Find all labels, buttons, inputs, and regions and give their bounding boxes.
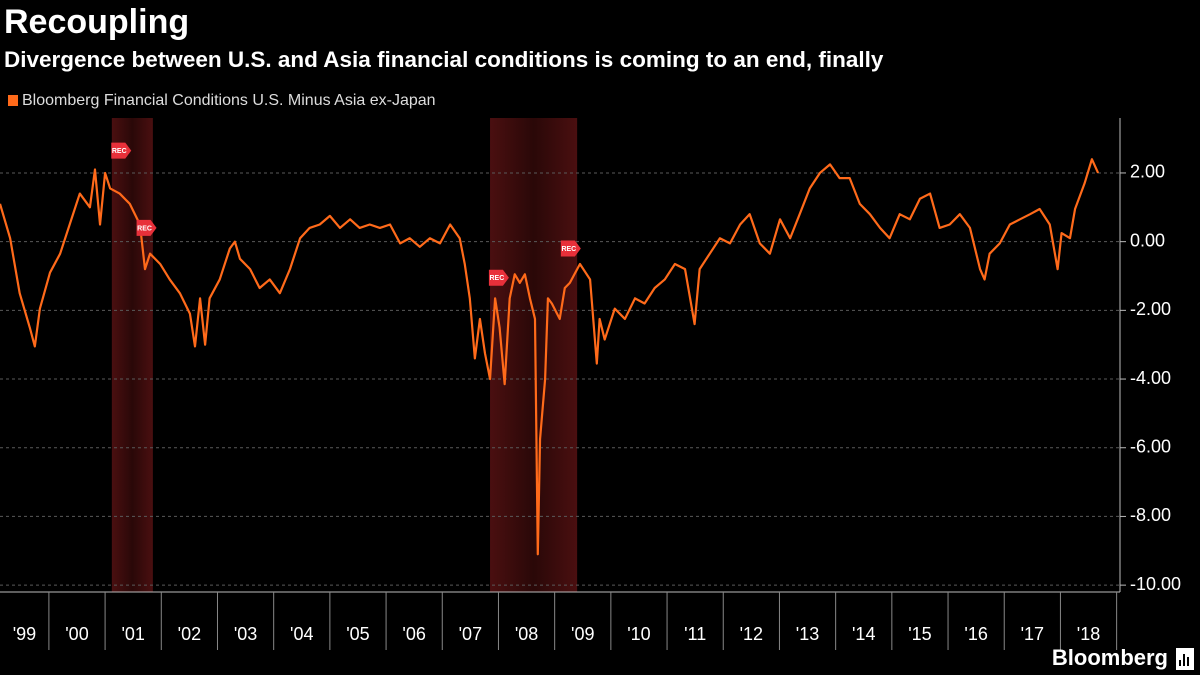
y-tick-label: -8.00 [1130,505,1171,525]
recession-band [111,118,153,592]
y-tick-label: -4.00 [1130,368,1171,388]
x-tick-label: '18 [1077,624,1100,644]
x-tick-label: '04 [290,624,313,644]
axis-layer: 2.00 0.00 -2.00 -4.00 -6.00 -8.00 -10.00 '99 '00… [0,118,1181,650]
logo-bars [1179,654,1189,666]
x-tick-label: '03 [234,624,257,644]
chart-subtitle: Divergence between U.S. and Asia financi… [4,47,884,72]
legend-swatch [8,95,18,106]
y-tick-label: -2.00 [1130,299,1171,319]
y-tick-label: 0.00 [1130,230,1165,250]
x-tick-label: '14 [852,624,875,644]
recession-layer [111,118,578,592]
annotation-label: REC [112,148,127,155]
annotation-marker [488,269,509,286]
recession-band [490,118,578,592]
x-tick-label: '12 [740,624,763,644]
source-logo: Bloomberg [1052,645,1168,670]
x-tick-label: '02 [178,624,201,644]
x-tick-label: '06 [402,624,425,644]
annotation-marker [111,142,132,159]
x-tick-label: '10 [627,624,650,644]
x-tick-label: '13 [796,624,819,644]
grid-layer [0,172,1120,586]
legend-label: Bloomberg Financial Conditions U.S. Minu… [22,92,436,109]
x-tick-label: '15 [908,624,931,644]
data-line [0,158,1100,556]
annotation-label: REC [490,275,505,282]
x-tick-label: '16 [964,624,987,644]
x-tick-label: '09 [571,624,594,644]
annotation-label: REC [137,225,152,232]
x-tick-label: '05 [346,624,369,644]
annotation-layer: REC REC REC REC [111,142,581,286]
x-tick-label: '11 [684,624,706,644]
line-layer [0,158,1100,556]
x-tick-label: '00 [65,624,88,644]
annotation-marker [136,219,157,236]
annotation-label: REC [561,246,576,253]
x-tick-label: '17 [1021,624,1044,644]
annotation-marker [560,240,581,257]
y-tick-label: 2.00 [1130,162,1165,182]
x-tick-label: '08 [515,624,538,644]
chart-title: Recoupling [4,3,189,41]
x-tick-label: '07 [459,624,482,644]
y-tick-label: -6.00 [1130,436,1171,456]
x-tick-label: '01 [121,624,144,644]
y-tick-label: -10.00 [1130,574,1181,594]
x-tick-label: '99 [13,624,36,644]
